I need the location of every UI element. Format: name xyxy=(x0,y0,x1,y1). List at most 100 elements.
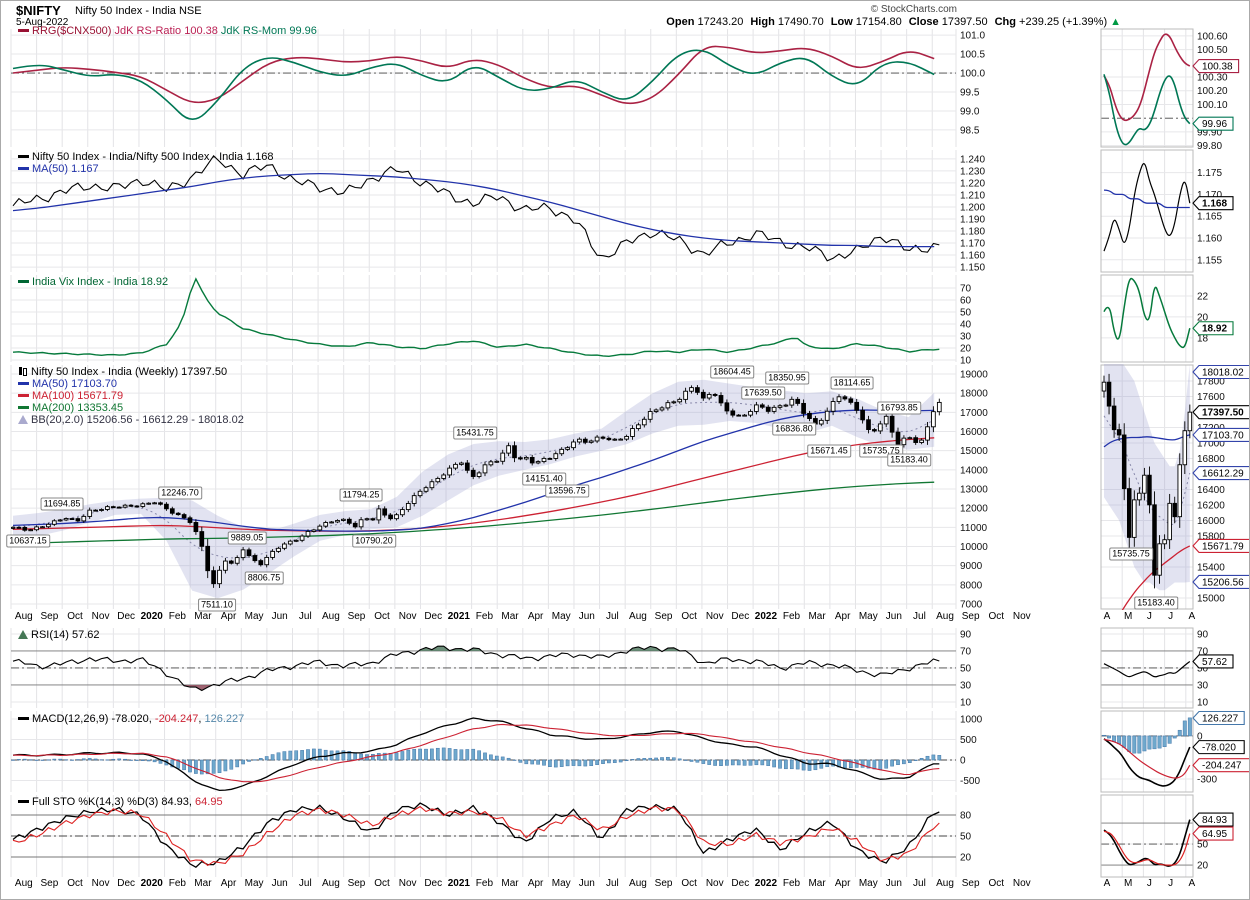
macd-histogram-bar xyxy=(713,759,717,766)
macd-histogram-bar xyxy=(140,759,145,761)
y-tick-ratio: 1.200 xyxy=(960,202,985,213)
macd-histogram-bar-mini xyxy=(1107,735,1111,739)
x-axis-month-label: Sep xyxy=(654,611,673,622)
candle-body xyxy=(541,457,547,463)
rsi-line xyxy=(12,645,940,692)
macd-histogram-bar xyxy=(494,755,499,761)
macd-histogram-bar-mini xyxy=(1162,735,1167,747)
macd-histogram-bar xyxy=(11,759,15,761)
candle-body xyxy=(612,438,618,441)
candle-body xyxy=(1126,488,1132,538)
candle-body xyxy=(164,503,169,510)
candle-body xyxy=(630,428,635,437)
ratio-ma50 xyxy=(12,172,935,248)
macd-histogram-bar xyxy=(789,759,794,770)
y-tick-rsi: 50 xyxy=(960,663,972,674)
candle-body xyxy=(641,418,647,426)
value-tag: 18.92 xyxy=(1192,321,1234,336)
candle-body xyxy=(1106,381,1112,407)
y-tick-price: 19000 xyxy=(960,370,988,381)
price-annotation: 18350.95 xyxy=(765,371,809,385)
macd-histogram-bar xyxy=(595,759,599,765)
candle-body xyxy=(824,410,830,421)
legend-text: BB(20,2.0) 15206.56 - 16612.29 - 18018.0… xyxy=(31,414,244,426)
x-axis-month-label: Oct xyxy=(67,611,83,622)
candle-body xyxy=(400,509,405,516)
tag-box xyxy=(1192,465,1249,481)
x-axis-month-label: Apr xyxy=(527,611,544,622)
price-annotation: 10637.15 xyxy=(6,534,50,548)
candle-body xyxy=(901,437,907,446)
x-axis-month-label: Nov xyxy=(398,611,417,622)
panel-rrg-mini-grid xyxy=(1100,28,1194,148)
ma100 xyxy=(12,437,935,532)
candle-body xyxy=(647,411,653,420)
macd-histogram-bar-mini xyxy=(1137,735,1142,754)
value-tag: -204.247 xyxy=(1192,758,1249,773)
x-axis-month-label: Jul xyxy=(605,611,619,622)
macd-histogram-bar xyxy=(70,759,74,761)
macd-histogram-bar xyxy=(152,759,157,763)
x-axis-month-label: Nov xyxy=(91,878,110,889)
jdk-rs-ratio-mini xyxy=(1103,33,1191,122)
x-axis-month-label: Dec xyxy=(117,878,136,889)
legend-text: 126.227 xyxy=(204,713,245,725)
x-axis-mini-month-label: J xyxy=(1168,878,1174,889)
x-axis-month-label: Aug xyxy=(936,878,954,889)
candle-body xyxy=(736,414,742,417)
y-tick-rsi: 50 xyxy=(1197,663,1209,674)
y-tick-ratio: 1.150 xyxy=(960,263,985,274)
candle-body xyxy=(394,514,399,520)
tag-text: 18.92 xyxy=(1202,324,1227,335)
tag-box xyxy=(1192,427,1249,442)
line-swatch-icon xyxy=(18,717,29,720)
tag-text: 16612.29 xyxy=(1202,469,1244,480)
y-tick-price: 16400 xyxy=(1197,485,1225,496)
legend-price-row3: MA(200) 13353.45 xyxy=(18,402,123,414)
sto-k xyxy=(12,802,940,869)
macd-histogram-bar xyxy=(671,757,676,761)
x-axis-month-label: Dec xyxy=(731,878,750,889)
x-axis-month-label: Nov xyxy=(705,611,724,622)
macd-histogram-bar xyxy=(170,759,175,768)
x-axis-month-label: Aug xyxy=(629,611,647,622)
macd-histogram-bar xyxy=(205,759,210,775)
macd-histogram-bar xyxy=(430,748,434,761)
y-tick-sto: 20 xyxy=(960,852,972,863)
x-axis-month-label: Jul xyxy=(913,611,926,622)
y-tick-sto: 50 xyxy=(960,832,972,843)
x-axis-month-label: May xyxy=(244,611,264,622)
value-tag: 15206.56 xyxy=(1192,574,1249,590)
price-annotation: 14151.40 xyxy=(522,472,566,486)
candle-body xyxy=(1142,474,1147,494)
x-axis-month-label: Sep xyxy=(347,611,366,622)
price-annotation: 11694.85 xyxy=(40,497,84,511)
x-axis-month-label: Dec xyxy=(117,611,136,622)
macd-histogram-bar xyxy=(400,751,405,761)
candle-body xyxy=(217,569,222,585)
candle-body xyxy=(158,502,163,505)
x-axis-month-label: Feb xyxy=(475,878,494,889)
legend-text: Nifty 50 Index - India (Weekly) 17397.50 xyxy=(31,366,228,378)
x-axis-month-label: Aug xyxy=(14,611,33,622)
x-axis-mini-month-label: A xyxy=(1188,878,1196,889)
candle-body xyxy=(1132,499,1137,538)
macd-histogram-bar xyxy=(819,759,824,769)
macd-histogram-bar xyxy=(471,748,476,761)
price-annotation: 12246.70 xyxy=(158,486,202,500)
macd-histogram-bar xyxy=(341,750,346,761)
price-annotation: 11794.25 xyxy=(339,488,383,502)
y-tick-ratio: 1.165 xyxy=(1197,212,1222,223)
y-tick-vix: 70 xyxy=(960,283,972,294)
candle-body xyxy=(730,410,736,416)
x-axis-month-label: May xyxy=(551,878,571,889)
macd-histogram-bar xyxy=(878,759,883,770)
x-axis-month-label: Mar xyxy=(501,878,519,889)
x-axis-month-label: Feb xyxy=(782,611,801,622)
candle-body xyxy=(671,401,677,404)
tag-text: 18018.02 xyxy=(1202,368,1244,379)
price-annotation: 16836.80 xyxy=(772,422,816,436)
macd-histogram-bar xyxy=(465,749,470,761)
candle-body xyxy=(931,411,936,428)
candle-body xyxy=(293,539,299,542)
